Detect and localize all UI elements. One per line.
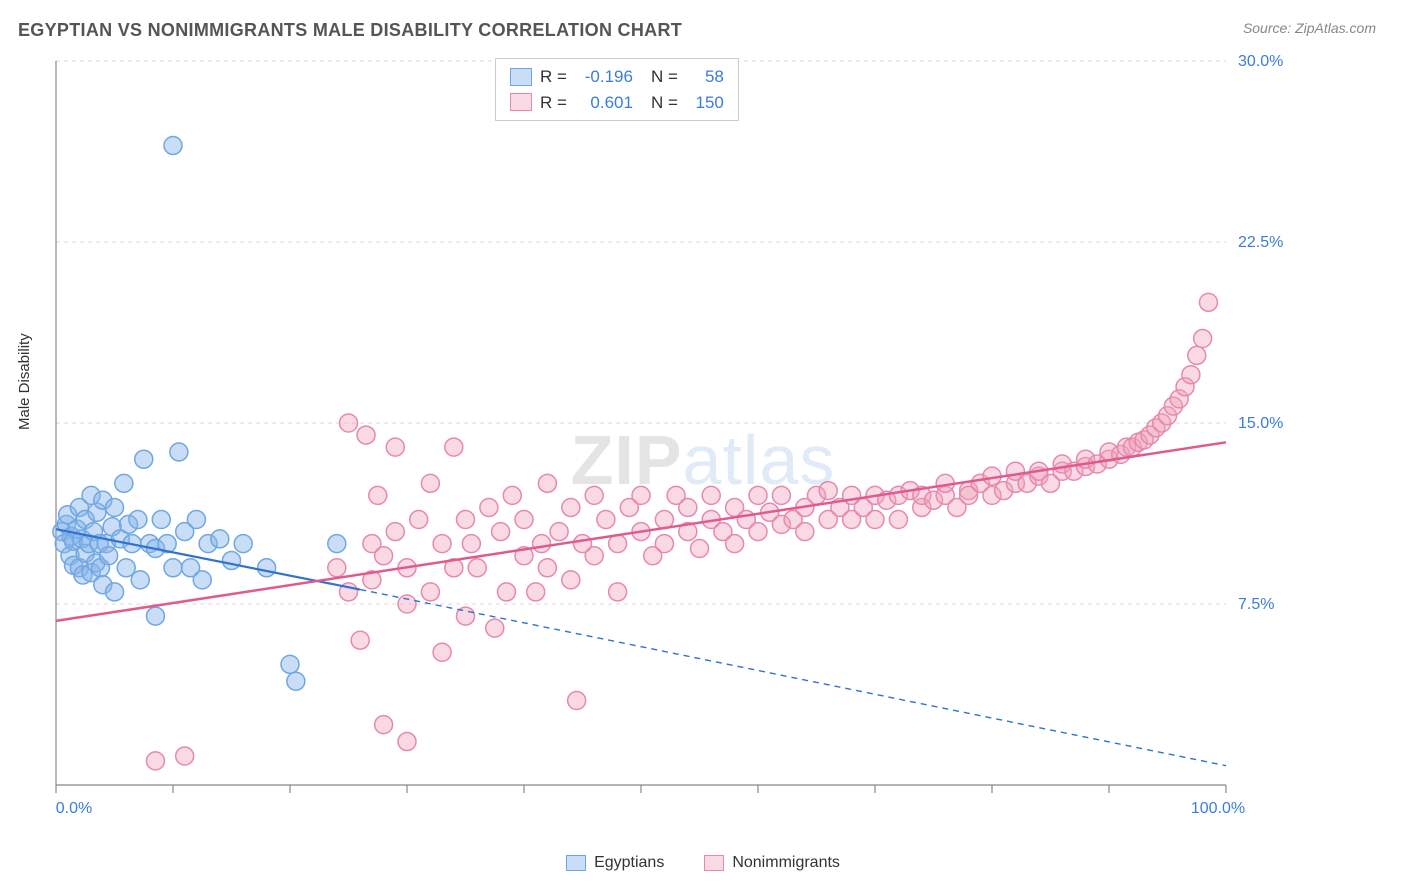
legend-item-egyptians: Egyptians (566, 854, 664, 872)
svg-text:30.0%: 30.0% (1238, 55, 1283, 70)
svg-text:0.0%: 0.0% (56, 800, 92, 817)
svg-text:100.0%: 100.0% (1191, 800, 1245, 817)
legend-row-egyptians: R = -0.196 N = 58 (510, 64, 724, 90)
source-attribution: Source: ZipAtlas.com (1243, 20, 1376, 36)
scatter-chart: 7.5% 15.0% 22.5% 30.0% 0.0% 100.0% (50, 55, 1386, 825)
chart-title: EGYPTIAN VS NONIMMIGRANTS MALE DISABILIT… (18, 20, 682, 41)
legend-swatch-icon (566, 855, 586, 871)
series-legend: Egyptians Nonimmigrants (0, 854, 1406, 872)
legend-row-nonimmigrants: R = 0.601 N = 150 (510, 90, 724, 116)
legend-swatch-egyptians (510, 68, 532, 86)
correlation-legend: R = -0.196 N = 58 R = 0.601 N = 150 (495, 58, 739, 121)
svg-text:15.0%: 15.0% (1238, 415, 1283, 432)
legend-swatch-nonimmigrants (510, 93, 532, 111)
svg-text:7.5%: 7.5% (1238, 596, 1274, 613)
y-axis-label: Male Disability (16, 333, 33, 430)
plot-area: 7.5% 15.0% 22.5% 30.0% 0.0% 100.0% (50, 55, 1386, 825)
legend-swatch-icon (704, 855, 724, 871)
chart-header: EGYPTIAN VS NONIMMIGRANTS MALE DISABILIT… (0, 0, 1406, 41)
legend-item-nonimmigrants: Nonimmigrants (704, 854, 840, 872)
svg-text:22.5%: 22.5% (1238, 234, 1283, 251)
